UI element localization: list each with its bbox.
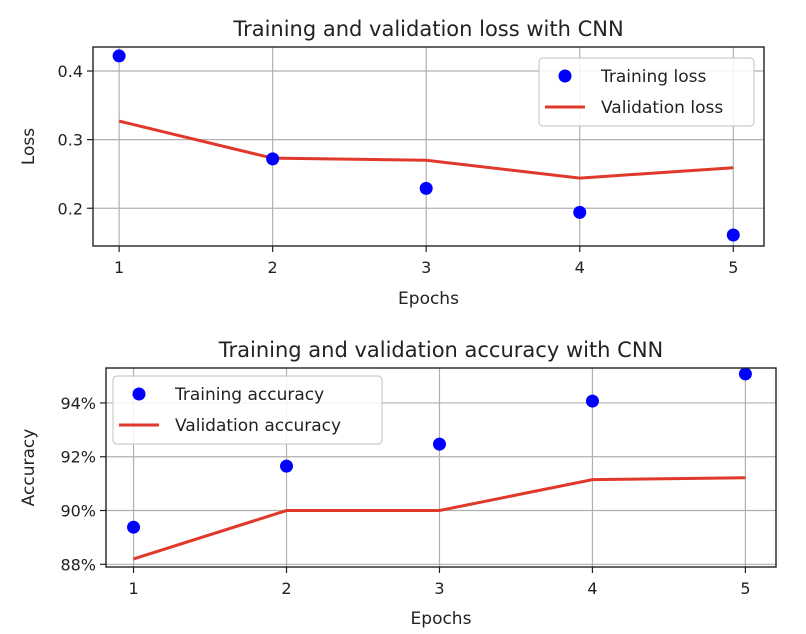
legend-label: Validation loss	[601, 98, 723, 118]
chart-title: Training and validation accuracy with CN…	[218, 338, 664, 362]
legend-label: Training accuracy	[174, 385, 324, 405]
chart-loss: Training and validation loss with CNN 1 2 3…	[19, 17, 765, 309]
x-tick-label: 1	[128, 579, 138, 598]
x-axis-label: Epochs	[411, 609, 472, 629]
y-axis-label: Accuracy	[19, 429, 39, 507]
x-tick-label: 3	[434, 579, 444, 598]
x-tick-label: 4	[575, 258, 585, 277]
chart-accuracy: Training and validation accuracy with CN…	[19, 338, 777, 629]
y-tick-label: 0.3	[58, 131, 83, 150]
data-point	[432, 437, 446, 451]
legend-label: Training loss	[600, 67, 706, 87]
data-point	[280, 459, 294, 473]
y-axis-label: Loss	[19, 128, 39, 165]
y-tick-label: 0.2	[58, 199, 83, 218]
data-point	[573, 205, 587, 219]
x-tick-label: 3	[421, 258, 431, 277]
series-line	[118, 119, 734, 180]
data-point	[419, 181, 433, 195]
data-point	[112, 49, 126, 63]
x-tick-label: 2	[281, 579, 291, 598]
legend-box	[112, 375, 383, 445]
x-tick-label: 4	[587, 579, 597, 598]
x-tick-label: 5	[728, 258, 738, 277]
legend: Training loss Validation loss	[538, 57, 755, 127]
legend-marker	[558, 69, 572, 83]
y-tick-label: 90%	[60, 502, 96, 521]
x-tick-label: 1	[114, 258, 124, 277]
legend-label: Validation accuracy	[175, 416, 341, 436]
x-tick-label: 5	[740, 579, 750, 598]
legend-box	[538, 57, 755, 127]
legend: Training accuracy Validation accuracy	[112, 375, 383, 445]
data-point	[738, 367, 752, 381]
y-tick-label: 0.4	[58, 62, 83, 81]
plot-frame	[105, 367, 777, 568]
series-line	[133, 476, 746, 561]
x-tick-label: 2	[268, 258, 278, 277]
data-point	[266, 152, 280, 166]
plot-frame	[92, 46, 765, 247]
y-tick-label: 94%	[60, 394, 96, 413]
legend-marker	[132, 387, 146, 401]
data-point	[726, 228, 740, 242]
x-axis-label: Epochs	[398, 289, 459, 309]
y-tick-label: 92%	[60, 448, 96, 467]
chart-title: Training and validation loss with CNN	[232, 17, 623, 41]
y-tick-label: 88%	[60, 555, 96, 574]
data-point	[585, 394, 599, 408]
data-point	[127, 520, 141, 534]
